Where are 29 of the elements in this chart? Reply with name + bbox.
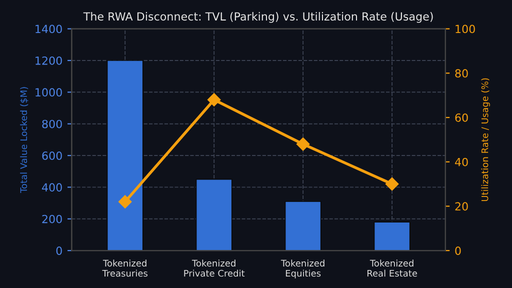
- y-axis-title: Total Value Locked ($M): [20, 87, 28, 194]
- bar: [106, 60, 144, 251]
- y-tick-label: 200: [42, 214, 62, 224]
- bar: [374, 222, 410, 251]
- point: [296, 138, 310, 151]
- bar: [196, 178, 232, 251]
- point: [118, 195, 132, 208]
- y2-axis-title: Utilization Rate / Usage (%): [481, 78, 490, 201]
- y2-tick-label: 60: [455, 113, 468, 122]
- y2-tick-label: 0: [455, 246, 461, 255]
- y-tick-label: 800: [42, 120, 62, 128]
- y2-tick-label: 20: [455, 202, 468, 211]
- y-tick-label: 1400: [36, 24, 62, 34]
- y2-tick-label: 80: [455, 69, 468, 78]
- y-tick-label: 600: [42, 151, 62, 160]
- y-tick-label: 0: [56, 246, 62, 255]
- x-tick-label: Tokenized Treasuries: [102, 260, 148, 277]
- chart-title: The RWA Disconnect: TVL (Parking) vs. Utilization Rate (Usage): [83, 12, 433, 23]
- x-tick-label: Tokenized Private Credit: [184, 260, 245, 277]
- y-tick-label: 1000: [36, 88, 62, 97]
- y-tick-label: 1200: [36, 56, 62, 65]
- y2-tick-label: 40: [455, 158, 468, 166]
- x-tick-label: Tokenized Real Estate: [367, 260, 418, 277]
- point: [207, 93, 221, 106]
- y2-tick-label: 100: [456, 24, 475, 34]
- bar: [284, 201, 322, 251]
- y-tick-label: 400: [42, 183, 62, 192]
- x-tick-label: Tokenized Equities: [280, 260, 324, 278]
- point: [385, 177, 399, 191]
